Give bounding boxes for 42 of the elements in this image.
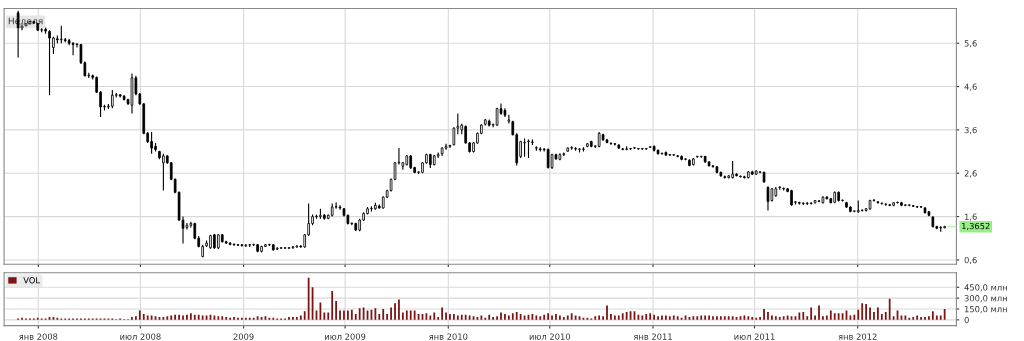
y-tick-label: 150,0 млн xyxy=(964,305,1007,314)
x-tick-label: янв 2010 xyxy=(429,333,468,340)
x-tick-label: 2009 xyxy=(233,333,254,340)
y-tick-label: 450,0 млн xyxy=(964,284,1007,292)
candlestick xyxy=(633,146,636,150)
candlestick xyxy=(845,201,848,209)
y-tick-label: 0,6 xyxy=(964,256,977,265)
candlestick xyxy=(527,138,530,159)
x-tick-label: янв 2012 xyxy=(838,333,877,340)
annotation: 1,3652 xyxy=(962,222,990,231)
candlestick xyxy=(154,142,157,153)
candlestick xyxy=(766,185,770,212)
candlestick xyxy=(209,234,212,250)
x-tick-label: июл 2008 xyxy=(120,333,161,340)
candlestick xyxy=(185,222,189,231)
x-tick-label: июл 2011 xyxy=(734,333,775,340)
candlestick xyxy=(684,157,687,161)
candlestick xyxy=(315,213,318,220)
candlestick xyxy=(660,152,664,156)
candlestick xyxy=(896,201,899,205)
y-tick-label: 2,6 xyxy=(964,170,977,178)
candlestick xyxy=(578,147,581,153)
x-tick-label: июл 2010 xyxy=(529,333,571,340)
x-tick-label: янв 2011 xyxy=(633,333,672,340)
y-tick-label: 5,6 xyxy=(964,40,977,48)
x-tick-label: июл 2009 xyxy=(325,333,366,340)
candlestick xyxy=(111,89,114,109)
x-tick-label: янв 2008 xyxy=(19,333,58,340)
legend-label: VOL xyxy=(23,277,40,284)
candlestick xyxy=(260,245,263,254)
candlestick xyxy=(71,41,75,56)
candlestick xyxy=(48,29,51,96)
candlestick xyxy=(523,138,526,158)
candlestick xyxy=(790,189,793,207)
y-tick-label: 4,6 xyxy=(964,83,977,91)
candlestick xyxy=(452,126,456,147)
candlestick xyxy=(162,153,165,192)
y-tick-label: 3,6 xyxy=(964,126,977,135)
y-tick-label: 300,0 млн xyxy=(964,295,1007,303)
candlestick xyxy=(150,131,153,155)
y-tick-label: 0 xyxy=(964,316,969,324)
y-tick-label: 1,6 xyxy=(964,213,977,221)
